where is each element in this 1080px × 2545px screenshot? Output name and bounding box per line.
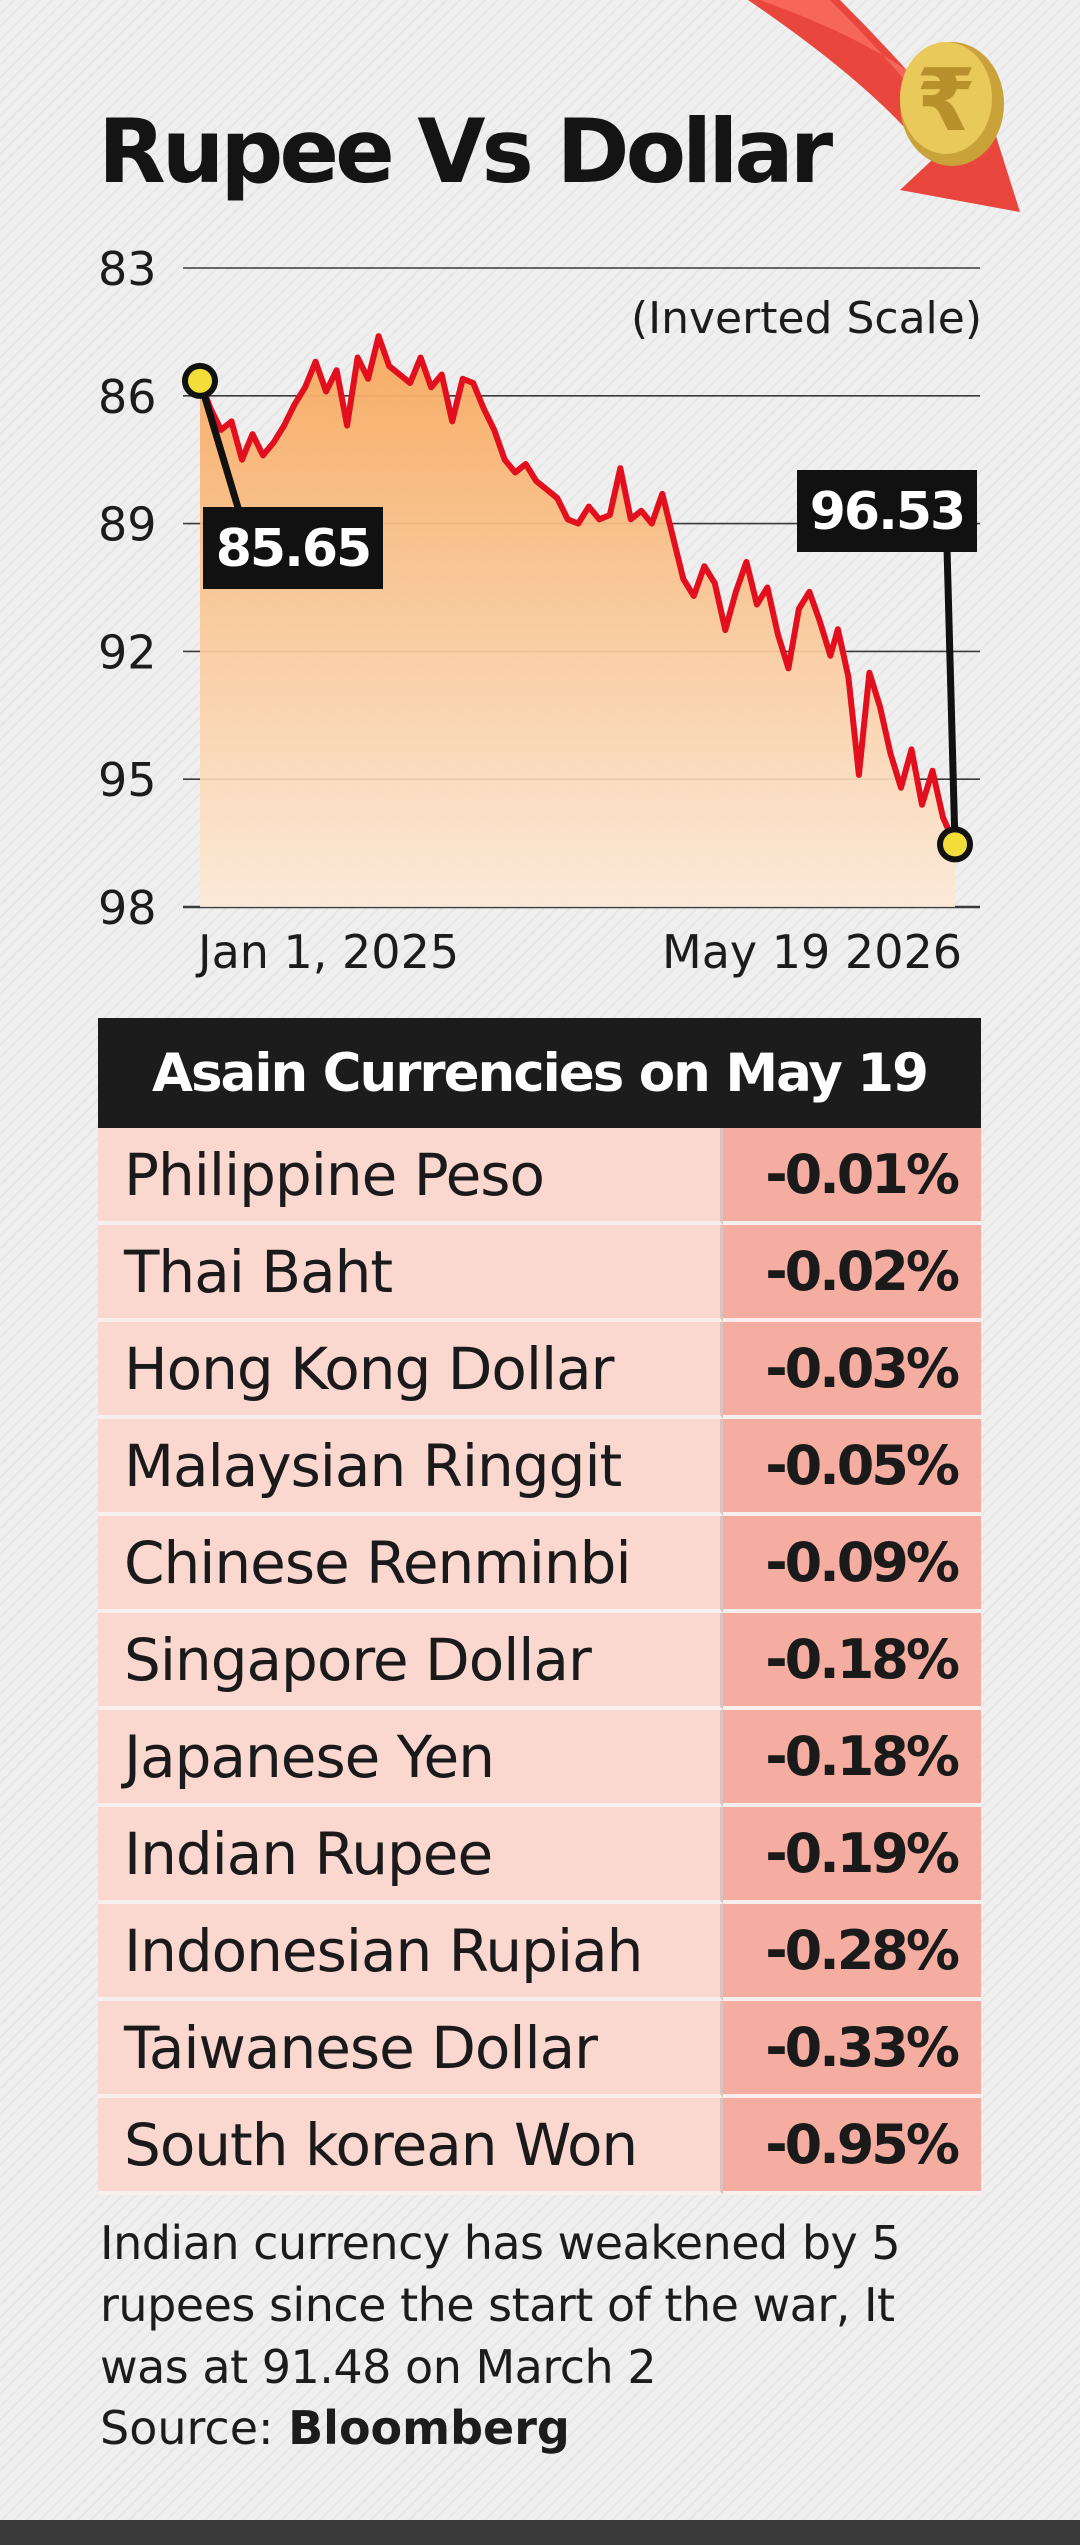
annotation-leader	[943, 547, 959, 845]
annotation-box	[203, 507, 383, 589]
source-label: Source:	[100, 2401, 274, 2455]
table-row: Thai Baht -0.02%	[98, 1225, 981, 1322]
series-area	[200, 336, 955, 907]
table-header: Asain Currencies on May 19	[98, 1018, 981, 1128]
table-row: Indian Rupee -0.19%	[98, 1807, 981, 1904]
currency-change: -0.33%	[723, 2001, 981, 2098]
currency-change: -0.02%	[723, 1225, 981, 1322]
currency-name: Japanese Yen	[98, 1710, 723, 1807]
currency-change: -0.09%	[723, 1516, 981, 1613]
currency-change: -0.95%	[723, 2098, 981, 2195]
scale-note: (Inverted Scale)	[631, 293, 982, 344]
currency-name: Singapore Dollar	[98, 1613, 723, 1710]
y-tick-label: 89	[98, 498, 157, 552]
x-tick-label: May 19 2026	[662, 925, 962, 979]
annotation-point	[182, 362, 218, 399]
chart-title: Rupee Vs Dollar	[98, 100, 833, 203]
asian-currencies-table: Asain Currencies on May 19 Philippine Pe…	[98, 1018, 981, 2195]
table-row: Philippine Peso -0.01%	[98, 1128, 981, 1225]
currency-name: Philippine Peso	[98, 1128, 723, 1225]
table-row: South korean Won -0.95%	[98, 2098, 981, 2195]
rupee-coin-icon: ₹	[900, 42, 1004, 166]
y-tick-label: 83	[98, 242, 157, 296]
y-tick-label: 92	[98, 625, 157, 679]
bottom-bar	[0, 2520, 1080, 2545]
currency-change: -0.19%	[723, 1807, 981, 1904]
currency-name: South korean Won	[98, 2098, 723, 2195]
table-rows: Philippine Peso -0.01% Thai Baht -0.02% Hong…	[98, 1128, 981, 2195]
currency-change: -0.28%	[723, 1904, 981, 2001]
table-row: Taiwanese Dollar -0.33%	[98, 2001, 981, 2098]
source-line: Source: Bloomberg	[100, 2397, 570, 2459]
annotation-point	[937, 826, 973, 863]
currency-change: -0.05%	[723, 1419, 981, 1516]
currency-change: -0.01%	[723, 1128, 981, 1225]
footnote: Indian currency has weakened by 5 rupees…	[100, 2216, 901, 2394]
currency-name: Thai Baht	[98, 1225, 723, 1322]
series-line	[197, 333, 958, 846]
rupee-line-chart: 83 86 89 92 95 98 (Inverted Scale) Jan 1, 2025 M…	[98, 242, 982, 979]
annotation-box	[797, 470, 977, 552]
currency-change: -0.18%	[723, 1613, 981, 1710]
table-row: Indonesian Rupiah -0.28%	[98, 1904, 981, 2001]
y-tick-label: 98	[98, 881, 157, 935]
annotation-label: 85.65	[216, 519, 370, 579]
annotation-label: 96.53	[810, 482, 964, 542]
currency-name: Taiwanese Dollar	[98, 2001, 723, 2098]
table-row: Singapore Dollar -0.18%	[98, 1613, 981, 1710]
x-tick-label: Jan 1, 2025	[195, 925, 459, 979]
source-name: Bloomberg	[288, 2401, 570, 2455]
table-row: Japanese Yen -0.18%	[98, 1710, 981, 1807]
currency-name: Chinese Renminbi	[98, 1516, 723, 1613]
currency-name: Indian Rupee	[98, 1807, 723, 1904]
currency-name: Indonesian Rupiah	[98, 1904, 723, 2001]
y-tick-label: 95	[98, 753, 157, 807]
y-tick-label: 86	[98, 370, 157, 424]
currency-name: Hong Kong Dollar	[98, 1322, 723, 1419]
currency-change: -0.18%	[723, 1710, 981, 1807]
rupee-decline-graphic: ₹	[748, 0, 1020, 212]
svg-text:₹: ₹	[916, 51, 976, 151]
table-row: Chinese Renminbi -0.09%	[98, 1516, 981, 1613]
table-row: Malaysian Ringgit -0.05%	[98, 1419, 981, 1516]
table-row: Hong Kong Dollar -0.03%	[98, 1322, 981, 1419]
currency-name: Malaysian Ringgit	[98, 1419, 723, 1516]
currency-change: -0.03%	[723, 1322, 981, 1419]
annotation-leader	[196, 379, 243, 513]
